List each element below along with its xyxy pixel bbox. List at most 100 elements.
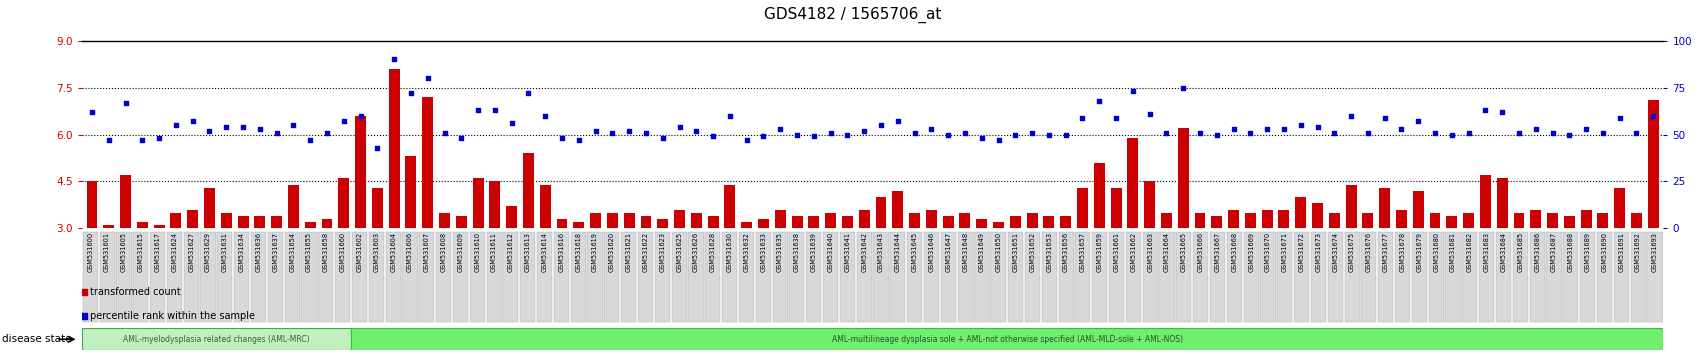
- Bar: [1008, 232, 1023, 322]
- Bar: [1429, 213, 1439, 228]
- Bar: [939, 232, 955, 322]
- Text: GSM531609: GSM531609: [457, 232, 464, 272]
- Point: [1052, 132, 1079, 137]
- Point: [1170, 85, 1197, 91]
- Bar: [438, 213, 450, 228]
- Point: [331, 119, 358, 124]
- Bar: [738, 232, 754, 322]
- Bar: [673, 210, 685, 228]
- Point: [1286, 122, 1313, 128]
- Bar: [1378, 188, 1390, 228]
- Bar: [385, 232, 401, 322]
- Point: [228, 124, 256, 130]
- Text: GSM531616: GSM531616: [558, 232, 564, 272]
- Bar: [890, 232, 905, 322]
- Point: [699, 133, 726, 139]
- Point: [1454, 130, 1482, 136]
- Bar: [691, 213, 701, 228]
- Point: [1337, 113, 1364, 119]
- Bar: [469, 232, 484, 322]
- Bar: [757, 219, 769, 228]
- Text: GSM531682: GSM531682: [1466, 232, 1471, 272]
- Bar: [201, 232, 215, 322]
- Point: [1403, 119, 1430, 124]
- Text: GSM531607: GSM531607: [423, 232, 430, 272]
- Bar: [1563, 216, 1574, 228]
- Bar: [1478, 232, 1494, 322]
- Point: [1639, 113, 1666, 119]
- Bar: [539, 184, 551, 228]
- Bar: [1412, 191, 1424, 228]
- Point: [1153, 130, 1180, 136]
- Text: GSM531629: GSM531629: [205, 232, 211, 272]
- Point: [1219, 126, 1246, 132]
- Point: [1471, 107, 1499, 113]
- Bar: [1194, 213, 1205, 228]
- Point: [515, 90, 542, 96]
- Text: GSM531659: GSM531659: [1096, 232, 1101, 272]
- Text: GSM531668: GSM531668: [1231, 232, 1236, 272]
- Point: [179, 119, 206, 124]
- Bar: [372, 188, 382, 228]
- Bar: [389, 69, 399, 228]
- Bar: [689, 232, 702, 322]
- Text: GSM531636: GSM531636: [256, 232, 261, 272]
- Text: GSM531675: GSM531675: [1349, 232, 1354, 272]
- Bar: [1260, 232, 1275, 322]
- Point: [196, 128, 223, 133]
- Bar: [167, 232, 182, 322]
- Text: transformed count: transformed count: [90, 287, 181, 297]
- Point: [564, 137, 592, 143]
- Text: GSM531676: GSM531676: [1366, 232, 1371, 272]
- Point: [1420, 130, 1448, 136]
- Bar: [406, 156, 416, 228]
- Point: [1001, 132, 1028, 137]
- Bar: [436, 232, 450, 322]
- Text: GSM531684: GSM531684: [1500, 232, 1506, 272]
- Bar: [87, 181, 97, 228]
- Bar: [875, 197, 887, 228]
- Point: [431, 130, 459, 136]
- Point: [682, 128, 709, 133]
- Bar: [1277, 210, 1289, 228]
- Bar: [506, 206, 517, 228]
- Bar: [1262, 210, 1272, 228]
- Bar: [892, 191, 902, 228]
- Bar: [1362, 213, 1373, 228]
- Point: [1069, 115, 1096, 120]
- Point: [1371, 115, 1398, 120]
- Text: GSM531641: GSM531641: [844, 232, 849, 272]
- Text: GSM531625: GSM531625: [675, 232, 682, 272]
- Text: GSM531665: GSM531665: [1180, 232, 1187, 272]
- Bar: [368, 232, 384, 322]
- Point: [280, 122, 307, 128]
- Bar: [992, 222, 1004, 228]
- Bar: [321, 219, 332, 228]
- Text: GSM531611: GSM531611: [491, 232, 496, 272]
- Bar: [909, 213, 919, 228]
- Bar: [774, 210, 786, 228]
- Point: [314, 130, 341, 136]
- Bar: [957, 232, 972, 322]
- Bar: [704, 232, 720, 322]
- Point: [616, 128, 643, 133]
- Point: [1303, 124, 1330, 130]
- Text: GSM531628: GSM531628: [709, 232, 716, 272]
- Text: GSM531662: GSM531662: [1130, 232, 1136, 272]
- Point: [70, 313, 97, 319]
- Bar: [119, 175, 131, 228]
- Bar: [1463, 213, 1473, 228]
- Text: GSM531643: GSM531643: [878, 232, 883, 272]
- Point: [766, 126, 793, 132]
- Bar: [1512, 213, 1524, 228]
- Bar: [1344, 232, 1359, 322]
- Point: [1488, 109, 1516, 115]
- Bar: [1630, 213, 1640, 228]
- Bar: [839, 232, 854, 322]
- Bar: [1326, 232, 1342, 322]
- Bar: [305, 222, 315, 228]
- Point: [1521, 126, 1548, 132]
- Bar: [958, 213, 970, 228]
- Point: [1589, 130, 1616, 136]
- Bar: [1596, 232, 1611, 322]
